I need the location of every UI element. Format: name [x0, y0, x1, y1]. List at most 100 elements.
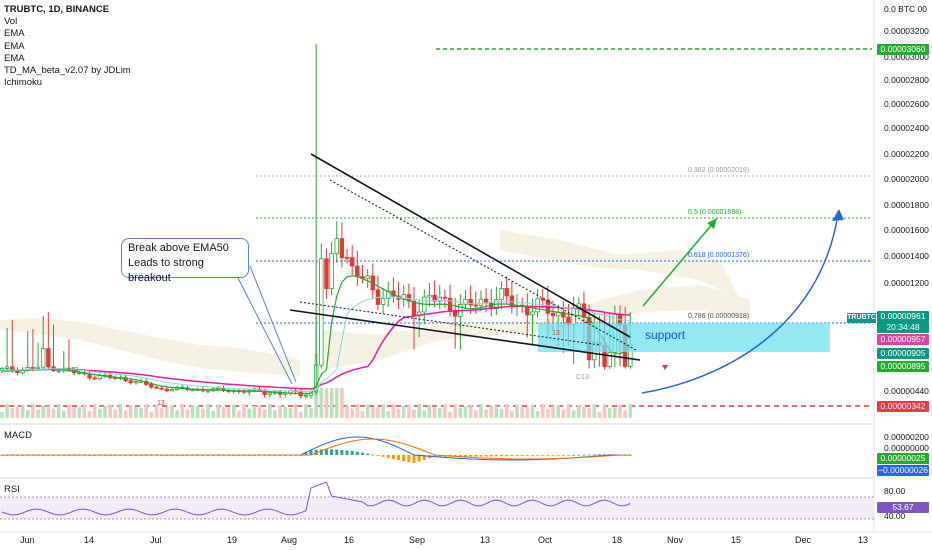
volume-bar	[386, 411, 391, 418]
legend-indicator-vol[interactable]: Vol	[4, 16, 18, 28]
drawings	[237, 153, 844, 394]
macd-histogram-bar	[556, 455, 560, 456]
volume-bar	[273, 410, 277, 418]
badge-text: 0.00000025	[880, 453, 926, 463]
rsi-badge: 53.67	[877, 502, 929, 513]
volume-bar	[360, 411, 365, 418]
macd-title[interactable]: MACD	[4, 430, 32, 441]
ema-line-light	[1, 296, 631, 393]
candle-body	[35, 366, 41, 369]
x-tick: Aug	[281, 535, 298, 545]
candle-body	[46, 348, 51, 368]
volume-bar	[304, 404, 308, 418]
volume-bar	[437, 407, 442, 418]
legend-indicator-ichimoku[interactable]: Ichimoku	[4, 77, 43, 89]
volume-bar	[216, 404, 221, 418]
candle-body	[452, 311, 458, 317]
signal-line	[2, 438, 631, 460]
candle-body	[561, 311, 566, 318]
candle-body	[468, 298, 473, 306]
volume-bar	[535, 411, 540, 418]
candle-body	[92, 377, 97, 380]
x-tick: Nov	[667, 535, 684, 545]
legend-indicator-ema[interactable]: EMA	[4, 52, 25, 64]
volume-bar	[607, 407, 612, 418]
candle-body	[169, 389, 175, 392]
badge-text: 0.00000957	[880, 334, 926, 344]
volume-bar	[309, 407, 313, 418]
rsi-title[interactable]: RSI	[4, 484, 20, 495]
volume-bar	[139, 407, 143, 418]
volume-bar	[422, 410, 427, 418]
legend-indicator-ema[interactable]: EMA	[4, 40, 25, 52]
legend-symbol[interactable]: TRUBTC, 1D, BINANCE	[4, 4, 110, 15]
macd-histogram-bar	[366, 453, 370, 455]
volume-bar	[293, 404, 298, 418]
volume-bar	[283, 406, 288, 418]
macd-histogram-bar	[391, 455, 395, 460]
macd-histogram-bar	[561, 455, 565, 456]
volume-bar	[195, 405, 200, 418]
macd-tick: 0.00000000	[884, 443, 929, 453]
candle-body	[56, 369, 61, 372]
price-scale-unit[interactable]: 0.0 BTC 00	[884, 4, 927, 14]
volume-bar	[56, 404, 61, 418]
macd-signal-badge: −0.00000026	[877, 465, 929, 476]
candle-body	[401, 294, 406, 300]
arrow-blue-curve	[641, 213, 839, 394]
volume-bar	[123, 410, 128, 418]
fib-label-382: 0.382 (0.00002019)	[688, 167, 750, 174]
volume-bar	[448, 411, 452, 418]
volume-bar	[417, 404, 421, 418]
x-tick: Jul	[150, 535, 162, 545]
macd-histogram-bar	[319, 449, 323, 455]
macd-histogram-bar	[577, 454, 581, 456]
volume-bar	[381, 404, 385, 418]
macd-histogram-bar	[572, 454, 576, 456]
macd-histogram-bar	[407, 455, 411, 463]
macd-histogram-bar	[546, 455, 550, 456]
arrow-red-down	[662, 365, 668, 370]
candle-body	[550, 312, 556, 317]
macd-histogram-bar	[335, 449, 339, 455]
volume-bar	[67, 404, 71, 418]
volume-bar	[407, 405, 411, 418]
legend-indicator-td-ma[interactable]: TD_MA_beta_v2.07 by JDLim	[4, 65, 131, 77]
candle-body	[4, 366, 10, 369]
candle-body	[607, 352, 612, 367]
countdown-badge: 20:34:48	[877, 322, 929, 333]
volume-bar	[355, 404, 360, 418]
volume-bar	[329, 388, 334, 418]
candle-body	[159, 387, 164, 390]
candle-body	[437, 296, 442, 302]
x-tick: Oct	[538, 535, 553, 545]
candle-body	[324, 258, 329, 290]
volume-bar	[443, 404, 447, 418]
badge-text: 0.00003060	[880, 44, 926, 54]
legend-indicator-ema[interactable]: EMA	[4, 28, 25, 40]
macd-histogram-bar	[345, 450, 349, 455]
volume-bar	[15, 406, 20, 418]
volume-bar	[92, 404, 97, 418]
volume-bar	[118, 404, 123, 418]
volume-bar	[113, 409, 118, 418]
volume-bar	[623, 410, 627, 418]
volume-bar	[25, 410, 30, 418]
macd-histogram-bar	[381, 455, 385, 457]
badge-text: 0.00000342	[880, 401, 926, 411]
candle-body	[128, 380, 133, 384]
volume-bar	[134, 406, 138, 418]
volume-bar	[231, 404, 236, 418]
macd-histogram-bar	[304, 452, 308, 455]
volume-bar	[546, 408, 550, 418]
callout-line-1: Break above EMA50	[128, 242, 229, 254]
macd-histogram-bar	[458, 455, 462, 457]
candle-body	[427, 294, 432, 298]
volume-bar	[628, 404, 633, 418]
candle-body	[349, 257, 355, 267]
volume-bar	[180, 404, 185, 418]
rsi-pane	[0, 481, 874, 520]
volume-bar	[391, 404, 396, 418]
macd-histogram-bar	[515, 455, 519, 457]
candle-body	[319, 258, 324, 366]
